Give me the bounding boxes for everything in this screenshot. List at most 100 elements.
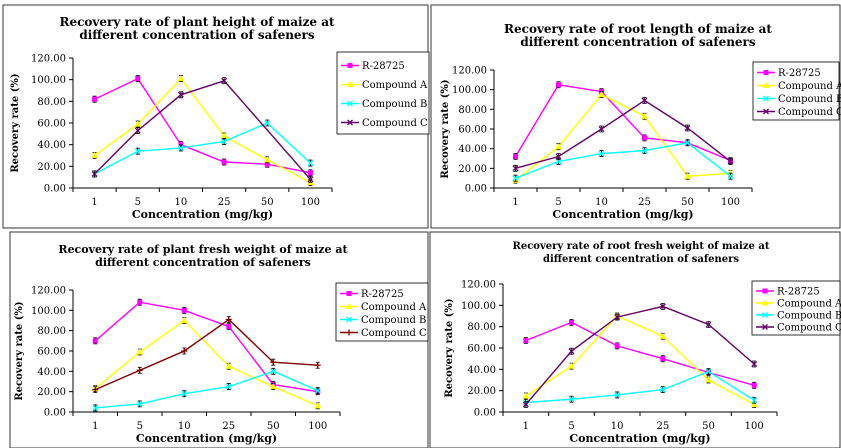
- data-point: [705, 321, 712, 328]
- data-point: [641, 97, 648, 104]
- data-point: [512, 165, 519, 172]
- x-tick-label: 50: [681, 197, 694, 208]
- chart-title-line: different concentration of safeners: [79, 28, 315, 42]
- legend-label: Compound C: [361, 328, 427, 339]
- chart-title-line: different concentration of safeners: [543, 254, 739, 265]
- data-point: [225, 383, 232, 390]
- series-r-28725: [92, 298, 321, 396]
- x-axis-label: Concentration (mg/kg): [136, 432, 277, 445]
- series-r-28725: [523, 319, 757, 389]
- series-line: [525, 321, 755, 386]
- data-point: [614, 391, 621, 398]
- chart-title-line: Recovery rate of plant height of maize a…: [59, 15, 334, 29]
- series-compound-c: [522, 303, 758, 408]
- series-compound-a: [512, 91, 734, 184]
- y-tick-label: 100.00: [452, 85, 487, 96]
- chart-title: Recovery rate of root length of maize at…: [504, 22, 772, 49]
- chart-title: Recovery rate of plant height of maize a…: [59, 15, 334, 42]
- data-point: [555, 143, 562, 150]
- chart-panel-3: Recovery rate of plant fresh weight of m…: [9, 231, 429, 448]
- series-r-28725: [92, 75, 313, 177]
- data-point: [660, 356, 666, 362]
- legend-marker: [763, 108, 769, 115]
- legend-label: R-28725: [778, 68, 821, 79]
- series-line: [515, 93, 731, 181]
- data-point: [659, 332, 667, 339]
- data-point: [684, 125, 691, 131]
- data-point: [263, 156, 271, 163]
- data-point: [92, 338, 98, 344]
- legend-marker: [762, 324, 768, 330]
- data-point: [136, 348, 144, 355]
- series-compound-c: [92, 316, 321, 394]
- data-point: [136, 400, 143, 407]
- data-point: [568, 348, 575, 355]
- data-point: [91, 152, 99, 158]
- x-axis-label: Concentration (mg/kg): [552, 208, 693, 221]
- legend-marker: [345, 303, 353, 309]
- data-point: [659, 386, 666, 393]
- data-point: [314, 362, 321, 369]
- data-point: [684, 139, 691, 146]
- y-tick-label: 40.00: [458, 144, 487, 155]
- data-point: [226, 324, 232, 330]
- data-point: [523, 338, 529, 344]
- data-point: [556, 82, 561, 88]
- data-point: [705, 376, 712, 383]
- chart-title-line: Recovery rate of root length of maize at: [504, 22, 772, 36]
- data-point: [705, 368, 712, 375]
- chart-panel-1: Recovery rate of plant height of maize a…: [2, 4, 430, 229]
- data-point: [177, 144, 184, 151]
- y-tick-label: 0.00: [474, 408, 496, 419]
- panel-frame: [429, 231, 841, 448]
- data-point: [180, 317, 188, 323]
- x-tick-label: 10: [175, 197, 188, 208]
- series-compound-a: [91, 75, 314, 186]
- series-compound-b: [92, 367, 321, 412]
- y-tick-label: 0.00: [44, 408, 66, 419]
- data-point: [751, 361, 758, 367]
- x-tick-label: 10: [595, 197, 608, 208]
- data-point: [91, 170, 98, 177]
- series-compound-c: [512, 97, 734, 172]
- chart-title-line: different concentration of safeners: [95, 256, 311, 269]
- data-point: [512, 175, 519, 182]
- data-point: [727, 173, 734, 180]
- data-point: [134, 127, 141, 134]
- data-point: [181, 307, 187, 313]
- data-point: [134, 120, 142, 127]
- data-point: [522, 392, 530, 399]
- legend-label: Compound A: [777, 299, 841, 310]
- chart-title: Recovery rate of root fresh weight of ma…: [513, 241, 770, 265]
- data-point: [307, 170, 313, 176]
- data-point: [641, 112, 648, 119]
- panel-frame: [430, 4, 841, 229]
- series-line: [94, 319, 319, 407]
- series-line: [525, 370, 755, 404]
- data-point: [659, 303, 666, 310]
- y-tick-label: 120.00: [452, 66, 487, 77]
- series-line: [525, 315, 755, 406]
- data-point: [137, 299, 143, 305]
- series-compound-b: [91, 119, 314, 178]
- series-line: [94, 122, 311, 175]
- legend-marker: [346, 329, 352, 336]
- y-tick-label: 60.00: [37, 347, 66, 358]
- y-tick-label: 20.00: [467, 386, 496, 397]
- y-tick-label: 40.00: [467, 365, 496, 376]
- data-point: [134, 148, 141, 155]
- legend-marker: [762, 82, 770, 88]
- y-tick-label: 100.00: [461, 301, 496, 312]
- x-tick-label: 50: [702, 421, 715, 432]
- data-point: [513, 154, 518, 160]
- legend-label: Compound B: [362, 99, 427, 110]
- legend-label: Compound B: [777, 311, 841, 322]
- series-line: [94, 301, 318, 393]
- y-tick-label: 60.00: [467, 344, 496, 355]
- data-point: [264, 161, 270, 167]
- legend-label: Compound C: [777, 323, 841, 334]
- data-point: [522, 401, 529, 408]
- data-point: [92, 404, 99, 411]
